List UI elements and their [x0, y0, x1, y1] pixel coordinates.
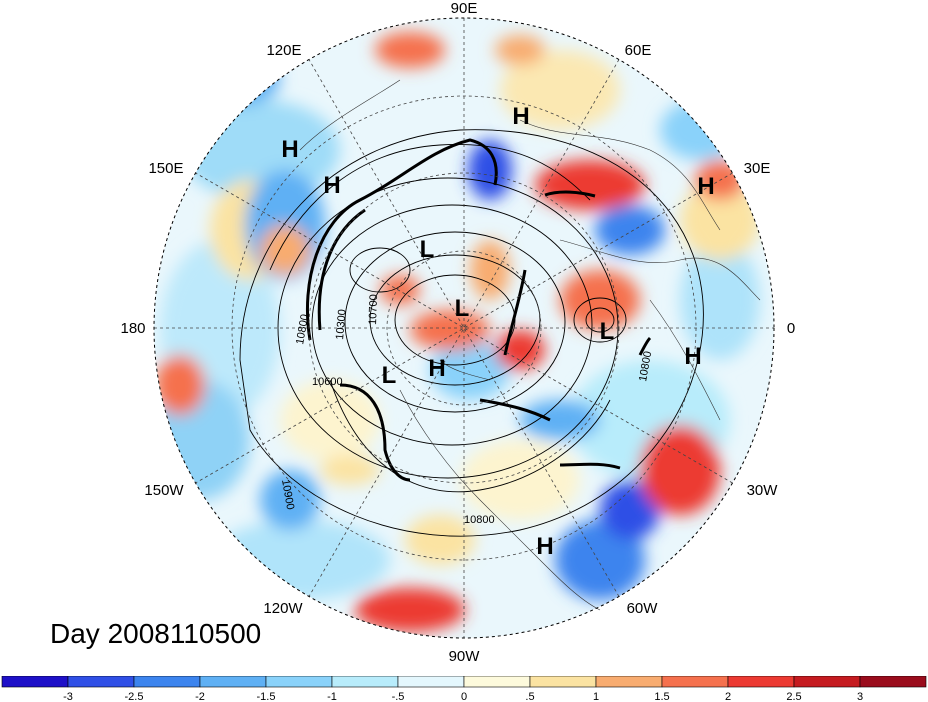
colorbar-swatch [397, 676, 465, 688]
day-label: Day 2008110500 [50, 618, 262, 649]
colorbar-swatch [199, 676, 267, 688]
colorbar-swatch [1, 676, 69, 688]
colorbar-swatch [463, 676, 531, 688]
lon-label-120e: 120E [266, 42, 301, 59]
pressure-center-high: H [281, 136, 298, 163]
lon-label-150e: 150E [148, 160, 183, 177]
pressure-center-high: H [697, 173, 714, 200]
colorbar-tick-label: -1.5 [257, 691, 276, 702]
colorbar-swatch [331, 676, 399, 688]
colorbar-swatch [595, 676, 663, 688]
contour-label: 10800 [464, 514, 495, 526]
pressure-center-high: H [428, 355, 445, 382]
lon-label-30e: 30E [744, 160, 771, 177]
colorbar-swatch [661, 676, 729, 688]
colorbar-swatch [859, 676, 927, 688]
colorbar-tick-label: -2.5 [125, 691, 144, 702]
height-contours [239, 129, 704, 537]
contour-label: 10800 [294, 313, 311, 345]
colorbar-tick-label: 0 [461, 691, 467, 702]
colorbar-tick-label: 3 [857, 691, 863, 702]
colorbar-swatch [727, 676, 795, 688]
colorbar-swatch [793, 676, 861, 688]
lon-label-90w: 90W [449, 648, 481, 665]
polar-map: 90E 60E 30E 0 30W 60W 90W 120W 150W 180 … [120, 0, 795, 665]
contour-label: 10800 [637, 350, 654, 382]
contour-label: 10700 [367, 294, 380, 325]
pressure-center-low: L [420, 236, 435, 263]
coastlines [299, 79, 761, 611]
lon-label-0: 0 [787, 320, 795, 337]
lon-label-30w: 30W [747, 482, 779, 499]
pressure-center-low: L [382, 362, 397, 389]
colorbar-tick-label: -2 [195, 691, 205, 702]
anomaly-field [154, 18, 774, 638]
colorbar-swatch [529, 676, 597, 688]
colorbar-tick-label: -3 [63, 691, 73, 702]
colorbar-swatch [67, 676, 135, 688]
pressure-center-high: H [536, 533, 553, 560]
contour-label: 10900 [279, 478, 296, 510]
colorbar-tick-label: -1 [327, 691, 337, 702]
pressure-center-high: H [684, 343, 701, 370]
colorbar-tick-label: 1.5 [654, 691, 669, 702]
pressure-center-low: L [455, 295, 470, 322]
colorbar-tick-label: -.5 [392, 691, 405, 702]
colorbar-tick-label: .5 [525, 691, 534, 702]
pressure-center-high: H [323, 172, 340, 199]
graticule [154, 18, 774, 638]
colorbar-tick-label: 1 [593, 691, 599, 702]
contour-label: 10300 [334, 309, 349, 341]
lon-label-60w: 60W [627, 600, 659, 617]
jet-stream [305, 138, 652, 482]
map-boundary [153, 17, 775, 639]
colorbar-swatch [265, 676, 333, 688]
pressure-center-low: L [600, 318, 615, 345]
pressure-center-high: H [512, 103, 529, 130]
lon-label-180: 180 [120, 320, 145, 337]
colorbar-tick-label: 2.5 [786, 691, 801, 702]
lon-label-90e: 90E [451, 0, 478, 17]
lon-label-60e: 60E [625, 42, 652, 59]
colorbar: -3 -2.5 -2 -1.5 -1 -.5 0 .5 1 1.5 2 2.5 3 [1, 676, 927, 702]
colorbar-swatch [133, 676, 201, 688]
lon-label-150w: 150W [144, 482, 184, 499]
lon-label-120w: 120W [263, 600, 303, 617]
contour-label: 10600 [312, 376, 343, 388]
colorbar-tick-label: 2 [725, 691, 731, 702]
